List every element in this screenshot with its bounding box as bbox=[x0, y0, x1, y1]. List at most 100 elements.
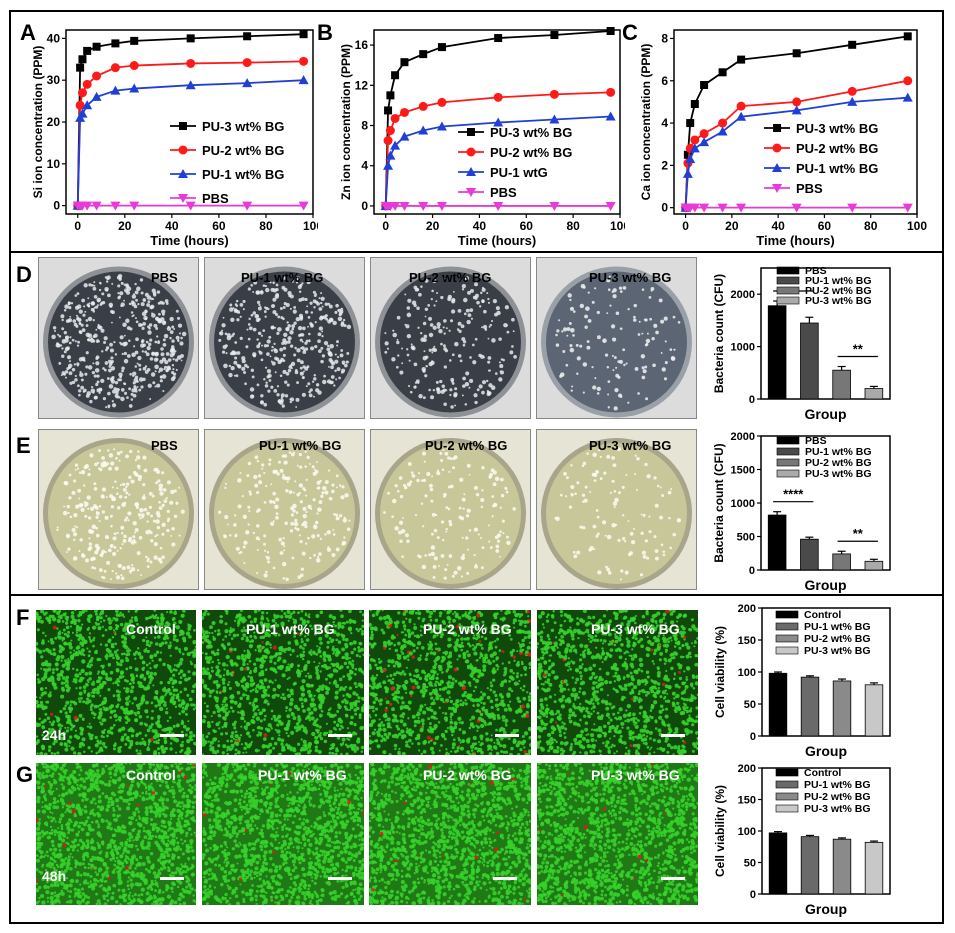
live-cell bbox=[349, 708, 352, 711]
live-cell bbox=[226, 712, 229, 716]
live-cell bbox=[139, 749, 142, 752]
y-tick-label: 4 bbox=[361, 159, 368, 173]
live-cell bbox=[145, 643, 149, 647]
live-cell bbox=[319, 654, 323, 658]
series-line-2 bbox=[384, 115, 611, 207]
live-cell bbox=[225, 610, 229, 614]
colony bbox=[610, 324, 616, 329]
colony bbox=[298, 534, 301, 537]
live-cell bbox=[120, 652, 124, 656]
live-cell bbox=[234, 730, 238, 734]
data-point bbox=[683, 150, 692, 159]
live-cell bbox=[260, 656, 264, 661]
live-cell bbox=[300, 653, 303, 657]
live-cell bbox=[308, 615, 311, 619]
live-cell bbox=[417, 716, 420, 719]
live-cell bbox=[70, 639, 73, 642]
live-cell bbox=[315, 614, 320, 619]
colony bbox=[321, 354, 326, 358]
colony bbox=[396, 365, 399, 369]
panel-letter-e: E bbox=[16, 433, 31, 458]
colony bbox=[644, 365, 648, 369]
live-cell bbox=[204, 656, 209, 661]
live-cell bbox=[282, 659, 287, 664]
live-cell bbox=[334, 624, 338, 628]
live-cell bbox=[114, 633, 117, 636]
live-cell bbox=[292, 748, 297, 753]
live-cell bbox=[145, 700, 149, 705]
live-cell bbox=[67, 657, 70, 661]
y-tick-label: 10 bbox=[47, 157, 61, 171]
live-cell bbox=[522, 696, 527, 701]
colony bbox=[293, 305, 297, 309]
live-cell bbox=[86, 697, 90, 701]
colony bbox=[112, 389, 117, 394]
live-cell bbox=[255, 657, 260, 662]
live-cell bbox=[157, 741, 160, 745]
colony bbox=[58, 361, 62, 365]
data-point bbox=[82, 201, 93, 211]
live-cell bbox=[72, 751, 77, 755]
colony bbox=[410, 343, 413, 346]
colony bbox=[239, 336, 243, 341]
live-cell bbox=[223, 688, 227, 692]
live-cell bbox=[316, 730, 320, 733]
data-point bbox=[493, 201, 504, 211]
colony bbox=[169, 336, 172, 340]
live-cell bbox=[242, 626, 246, 629]
colony bbox=[161, 503, 165, 507]
live-cell bbox=[308, 693, 313, 698]
colony bbox=[156, 335, 159, 338]
legend-marker bbox=[772, 163, 782, 172]
data-point bbox=[549, 89, 559, 99]
live-cell bbox=[328, 751, 332, 755]
live-cell bbox=[168, 716, 172, 719]
colony bbox=[96, 340, 99, 344]
live-cell bbox=[313, 624, 317, 628]
live-cell bbox=[449, 715, 453, 719]
colony bbox=[150, 297, 154, 301]
colony bbox=[423, 460, 426, 463]
live-cell bbox=[226, 749, 229, 752]
live-cell bbox=[305, 638, 310, 642]
colony bbox=[319, 537, 322, 541]
colony bbox=[464, 403, 468, 406]
live-cell bbox=[285, 669, 288, 672]
live-cell bbox=[116, 683, 120, 687]
colony bbox=[430, 499, 434, 503]
colony bbox=[269, 355, 272, 358]
live-cell bbox=[245, 751, 248, 754]
live-cell bbox=[340, 724, 343, 728]
colony bbox=[284, 394, 289, 398]
colony bbox=[668, 516, 671, 520]
live-cell bbox=[153, 664, 158, 669]
colony bbox=[319, 301, 323, 305]
live-cell bbox=[280, 696, 283, 699]
live-cell bbox=[271, 681, 274, 684]
live-cell bbox=[417, 673, 420, 677]
colony bbox=[135, 455, 141, 460]
colony bbox=[443, 319, 447, 323]
live-cell bbox=[257, 731, 261, 734]
colony bbox=[318, 297, 321, 300]
chart-b: 0204060801000481216Time (hours)Zn ion co… bbox=[339, 27, 625, 248]
colony bbox=[263, 471, 266, 475]
live-cell bbox=[64, 621, 69, 625]
data-point bbox=[130, 36, 139, 45]
live-cell bbox=[204, 630, 209, 635]
live-cell bbox=[157, 738, 161, 742]
colony bbox=[630, 539, 636, 545]
colony bbox=[302, 350, 307, 354]
live-cell bbox=[277, 633, 281, 637]
live-cell bbox=[216, 709, 221, 713]
live-cell bbox=[149, 654, 154, 659]
live-cell bbox=[128, 632, 131, 635]
colony bbox=[74, 525, 77, 528]
live-cell bbox=[355, 685, 358, 689]
live-cell bbox=[417, 616, 421, 620]
live-cell bbox=[334, 648, 339, 652]
colony bbox=[121, 352, 124, 356]
colony bbox=[93, 306, 96, 309]
colony bbox=[420, 332, 423, 335]
colony bbox=[435, 513, 438, 517]
